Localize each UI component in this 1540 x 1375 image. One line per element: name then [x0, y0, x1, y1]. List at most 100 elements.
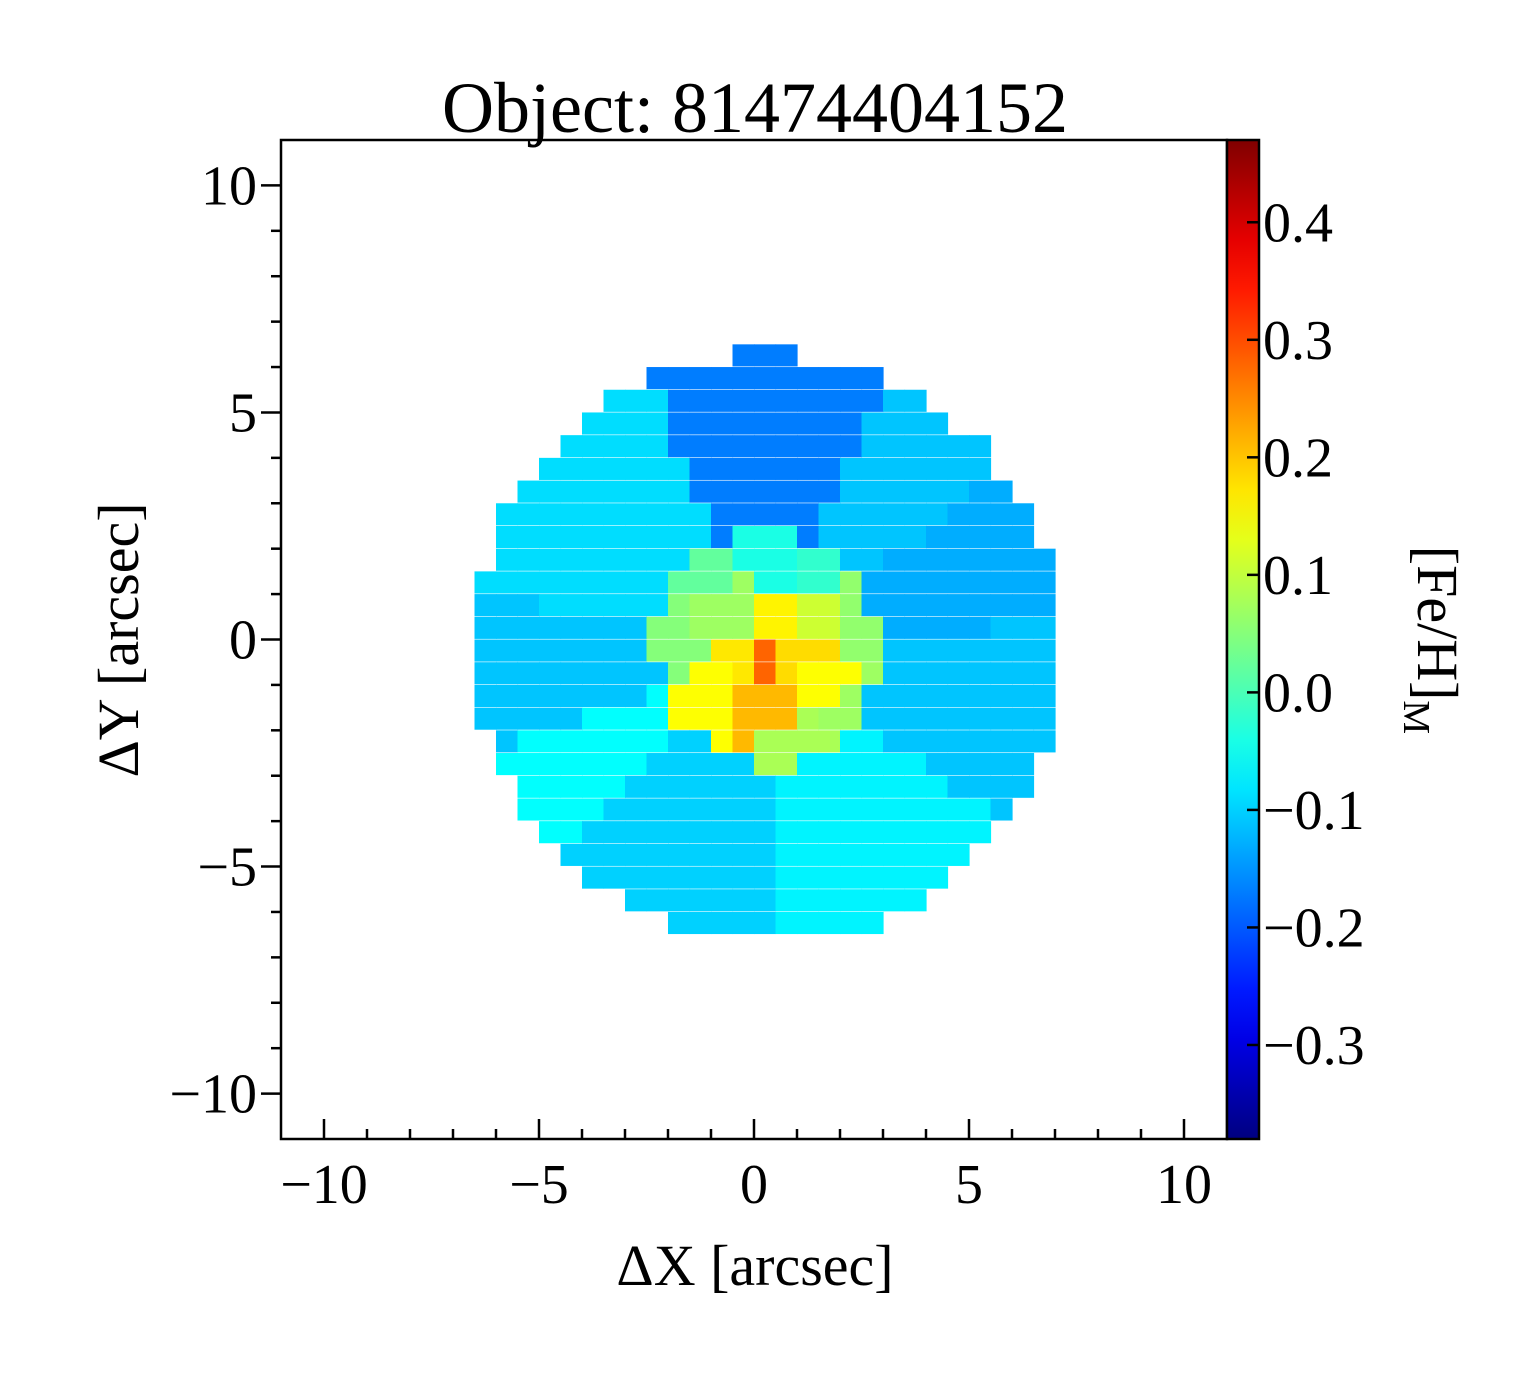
- spaxel: [689, 911, 712, 935]
- spaxel: [732, 389, 755, 412]
- spaxel: [754, 889, 777, 912]
- spaxel: [517, 616, 540, 639]
- spaxel: [947, 684, 970, 708]
- spaxel: [625, 525, 648, 549]
- spaxel: [1012, 775, 1035, 798]
- spaxel: [646, 480, 669, 503]
- spaxel: [904, 639, 927, 662]
- spaxel: [861, 412, 884, 435]
- x-tick-label: −10: [280, 1154, 368, 1216]
- spaxel: [582, 843, 605, 866]
- spaxel: [861, 571, 884, 594]
- spaxel: [883, 435, 906, 458]
- spaxel: [711, 684, 734, 708]
- spaxel: [560, 457, 583, 480]
- spaxel: [797, 594, 820, 617]
- spaxel: [969, 821, 992, 844]
- y-tick-label: −5: [197, 837, 257, 899]
- spaxel: [797, 843, 820, 866]
- spaxel: [711, 843, 734, 866]
- spaxel: [496, 753, 519, 776]
- spaxel: [797, 730, 820, 753]
- spaxel: [603, 775, 626, 798]
- spaxel: [668, 435, 691, 458]
- spaxel: [797, 684, 820, 708]
- spaxel: [539, 662, 562, 685]
- spaxel: [689, 843, 712, 866]
- spaxel: [775, 548, 798, 571]
- spaxel: [689, 571, 712, 594]
- spaxel: [754, 798, 777, 821]
- spaxel: [883, 639, 906, 662]
- spaxel: [668, 525, 691, 549]
- spaxel: [668, 480, 691, 503]
- spaxel: [474, 684, 497, 708]
- x-tick-label: 10: [1156, 1154, 1212, 1216]
- spaxel: [775, 480, 798, 503]
- spaxel: [625, 616, 648, 639]
- spaxel: [818, 911, 841, 935]
- spaxel: [861, 616, 884, 639]
- spaxel: [904, 412, 927, 435]
- spaxel: [947, 707, 970, 730]
- colorbar-tick-label: 0.4: [1263, 192, 1333, 254]
- spaxel: [517, 503, 540, 526]
- spaxel: [732, 866, 755, 889]
- spaxel: [818, 412, 841, 435]
- spaxel: [689, 616, 712, 639]
- spaxel: [560, 639, 583, 662]
- spaxel: [732, 571, 755, 594]
- spaxel: [840, 435, 863, 458]
- spaxel: [539, 548, 562, 571]
- spaxel: [840, 798, 863, 821]
- spaxel: [926, 684, 949, 708]
- spaxel: [711, 480, 734, 503]
- spaxel: [947, 753, 970, 776]
- spaxel: [711, 594, 734, 617]
- spaxel: [797, 662, 820, 685]
- spaxel: [689, 435, 712, 458]
- spaxel: [711, 730, 734, 753]
- chart-title: Object: 81474404152: [442, 68, 1068, 148]
- spaxel: [646, 662, 669, 685]
- spaxel: [603, 616, 626, 639]
- spaxel: [646, 775, 669, 798]
- spaxel: [582, 684, 605, 708]
- spaxel: [732, 775, 755, 798]
- colorbar-label-subscript: M: [1395, 700, 1437, 734]
- spaxel: [861, 730, 884, 753]
- spaxel: [711, 866, 734, 889]
- spaxel: [840, 889, 863, 912]
- spaxel: [818, 616, 841, 639]
- spaxel: [668, 412, 691, 435]
- spaxel: [603, 435, 626, 458]
- spaxel: [1033, 571, 1056, 594]
- spaxel: [646, 798, 669, 821]
- spaxel: [474, 662, 497, 685]
- spaxel: [754, 412, 777, 435]
- spaxel: [1012, 684, 1035, 708]
- spaxel: [1033, 662, 1056, 685]
- spaxel: [926, 843, 949, 866]
- spaxel: [1012, 594, 1035, 617]
- spaxel: [668, 866, 691, 889]
- spaxel: [797, 457, 820, 480]
- spaxel: [517, 662, 540, 685]
- spaxel: [668, 821, 691, 844]
- spaxel: [668, 775, 691, 798]
- spaxel: [646, 753, 669, 776]
- spaxel: [603, 594, 626, 617]
- spaxel: [560, 503, 583, 526]
- spaxel: [582, 662, 605, 685]
- spaxel: [732, 753, 755, 776]
- spaxel: [625, 503, 648, 526]
- spaxel: [904, 435, 927, 458]
- spaxel: [603, 866, 626, 889]
- spaxel: [689, 367, 712, 390]
- spaxel: [1033, 639, 1056, 662]
- spaxel: [926, 662, 949, 685]
- spaxel: [818, 753, 841, 776]
- spaxel: [625, 480, 648, 503]
- spaxel: [861, 480, 884, 503]
- spaxel: [754, 843, 777, 866]
